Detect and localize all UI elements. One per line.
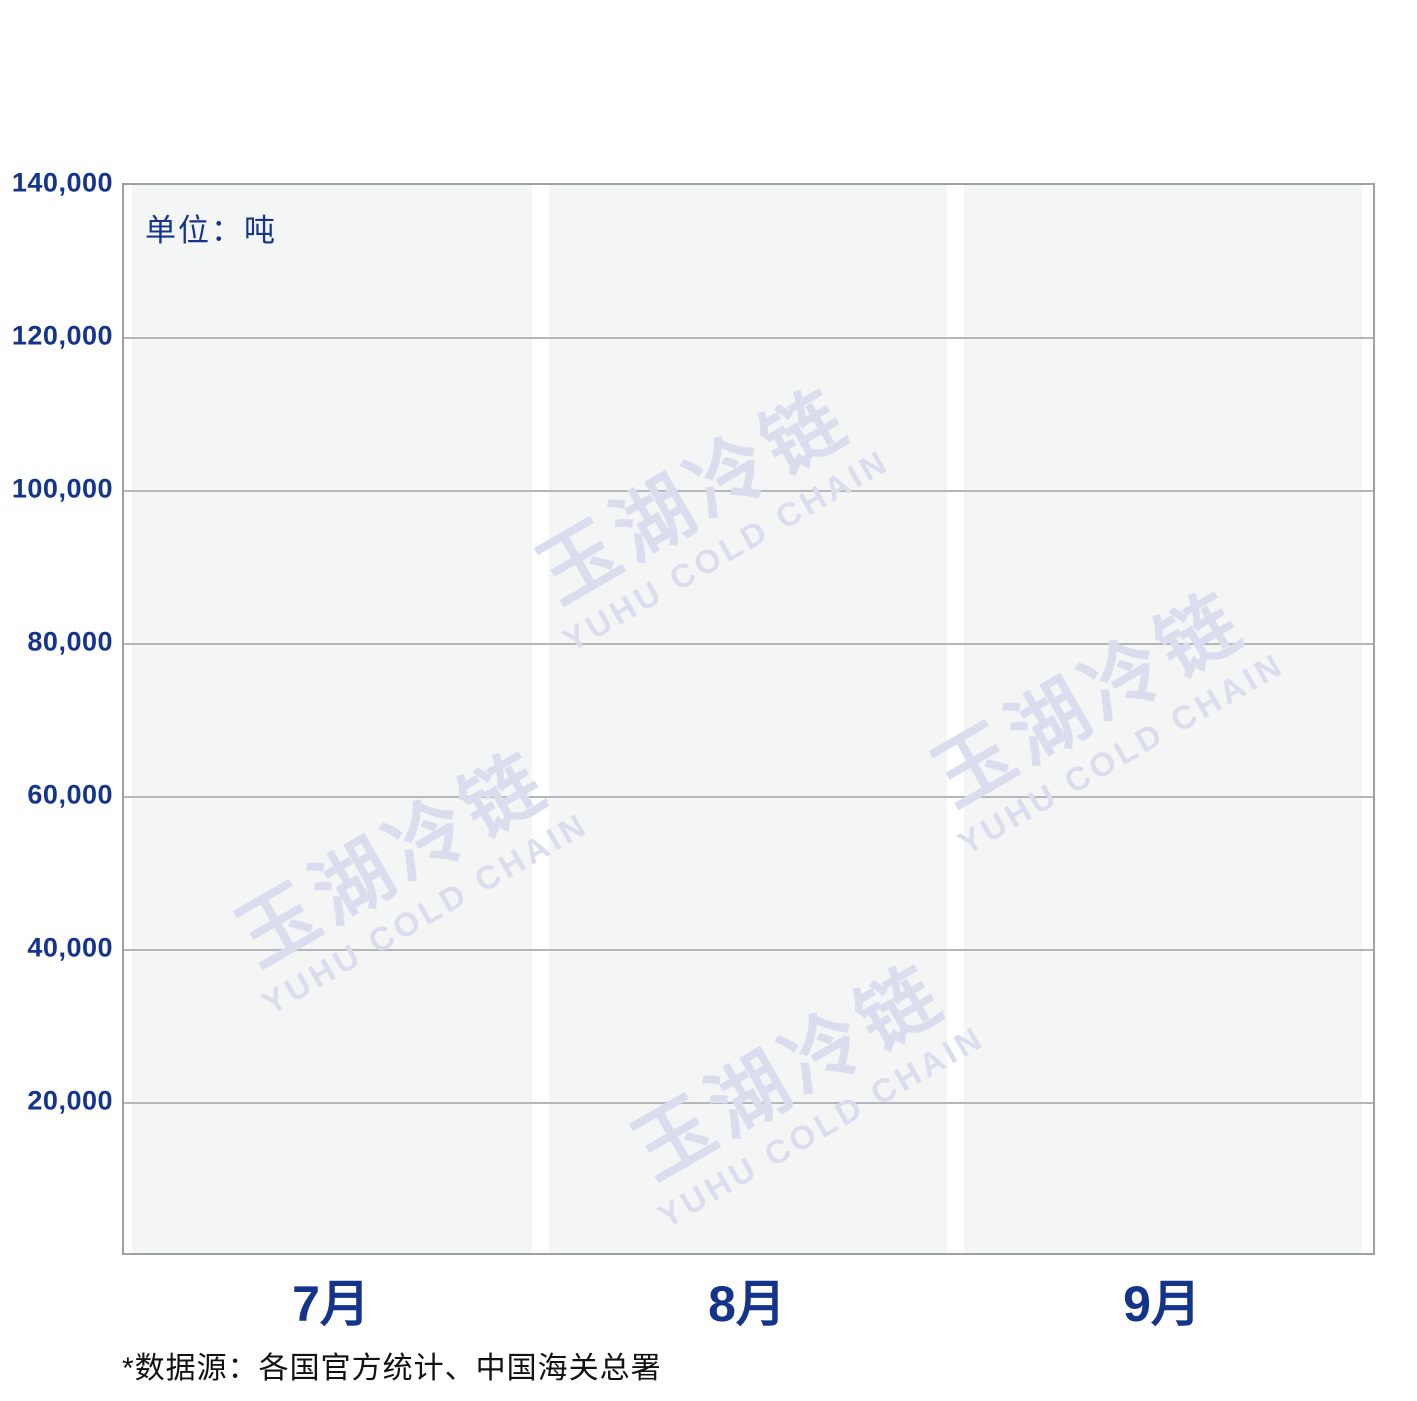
y-axis-label: 40,000 (27, 932, 113, 963)
gridline (124, 490, 1373, 492)
gridline (124, 643, 1373, 645)
y-axis-label: 80,000 (27, 626, 113, 657)
gridline (124, 1102, 1373, 1104)
y-axis-label: 140,000 (11, 167, 113, 198)
x-axis-label-august: 8月 (708, 1276, 786, 1332)
y-axis-label: 60,000 (27, 779, 113, 810)
y-axis-label: 100,000 (11, 473, 113, 504)
plot-area: 玉湖冷链 YUHU COLD CHAIN 玉湖冷链 YUHU COLD CHAI… (122, 183, 1375, 1255)
y-axis-label: 20,000 (27, 1085, 113, 1116)
month-band-september (964, 185, 1362, 1253)
x-axis-label-september: 9月 (1123, 1276, 1201, 1332)
x-axis-label-july: 7月 (292, 1276, 370, 1332)
y-axis-label: 120,000 (11, 320, 113, 351)
month-band-july (132, 185, 532, 1253)
gridline (124, 796, 1373, 798)
gridline (124, 949, 1373, 951)
month-band-august (549, 185, 947, 1253)
unit-label: 单位：吨 (145, 213, 277, 248)
data-source-footnote: *数据源：各国官方统计、中国海关总署 (122, 1352, 662, 1385)
gridline (124, 337, 1373, 339)
